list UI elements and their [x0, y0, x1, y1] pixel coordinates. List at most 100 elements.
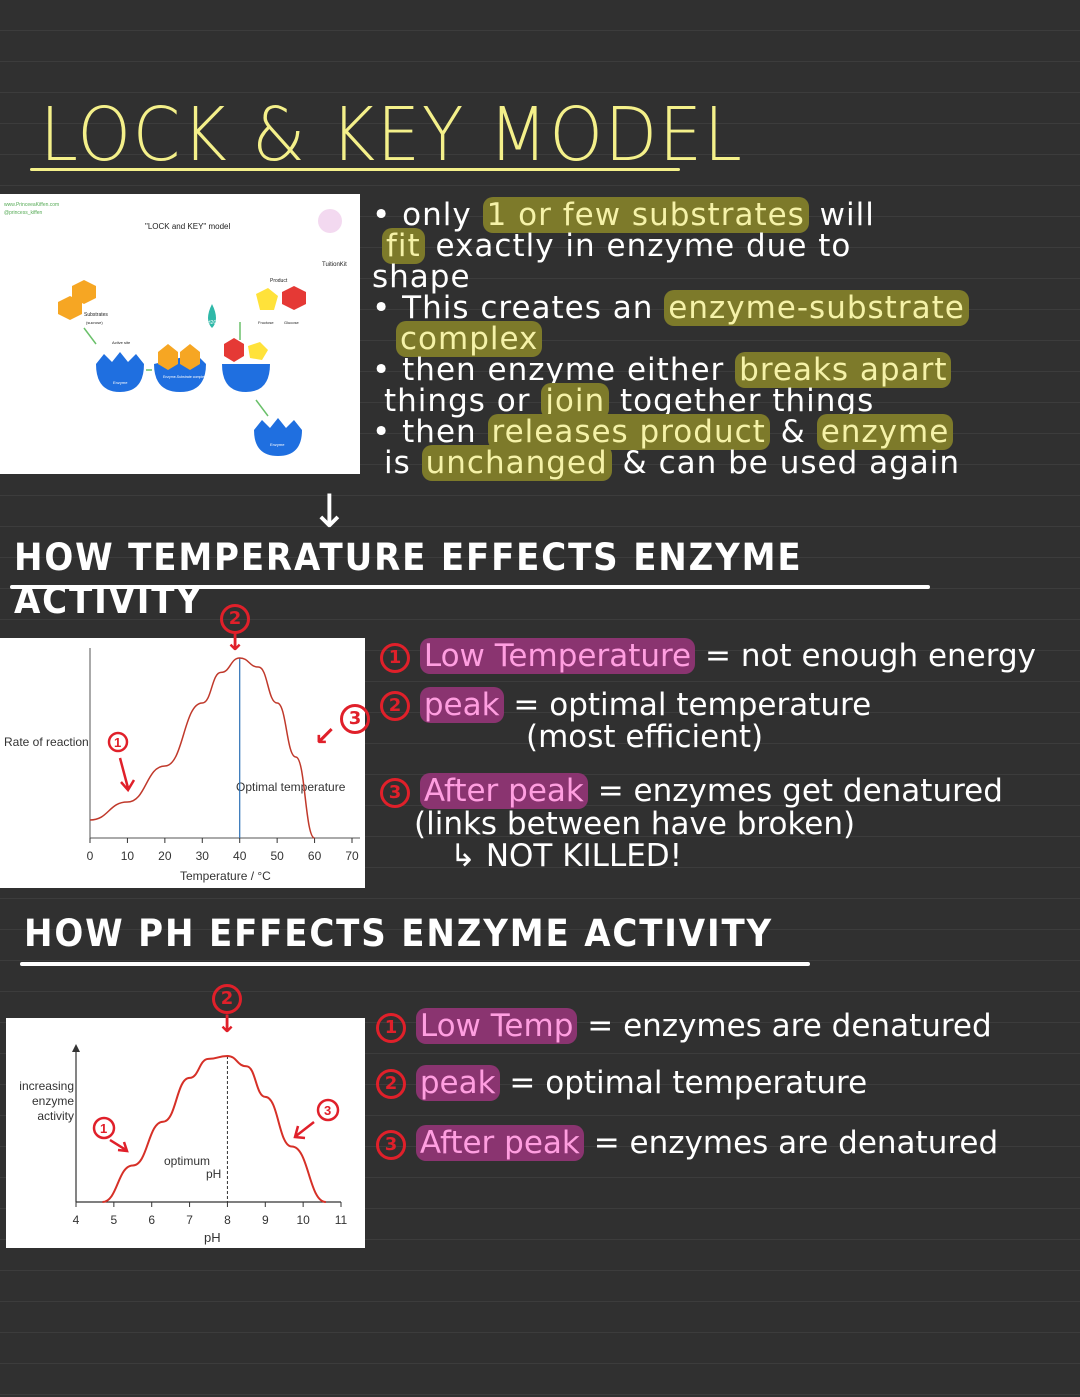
temp-ylabel: Rate of reaction — [4, 735, 89, 749]
x-tick-label: 6 — [148, 1213, 155, 1227]
x-tick-label: 10 — [296, 1213, 310, 1227]
enzyme-shape-1 — [96, 352, 144, 392]
watermark-url: www.PrinceeaKiffen.com — [4, 202, 59, 208]
enzyme-shape-2 — [222, 364, 270, 392]
note-line: 2 peak = optimal temperature — [380, 686, 1076, 723]
x-tick-label: 9 — [262, 1213, 269, 1227]
temperature-chart: Rate of reaction Temperature / °C Optima… — [0, 638, 365, 888]
marker-1-label: 1 — [114, 735, 121, 750]
substrate-shape-2 — [58, 296, 82, 320]
temp-annotation: Optimal temperature — [236, 780, 346, 794]
product-glucose-in-enzyme — [224, 338, 244, 362]
ph-marker-2: 2 — [212, 984, 242, 1014]
marker-3-label: 3 — [324, 1103, 331, 1118]
ph-annotation-2: pH — [206, 1167, 221, 1181]
x-tick-label: 7 — [186, 1213, 193, 1227]
page-title: LOCK & KEY MODEL — [40, 92, 744, 178]
ph-notes: 1 Low Temp = enzymes are denatured 2 pea… — [376, 1008, 1076, 1161]
ph-heading-underline — [20, 962, 810, 966]
ph-ylabel-1: increasing — [19, 1079, 74, 1093]
enzyme-shape-3 — [254, 418, 302, 456]
note-line: 3 After peak = enzymes are denatured — [376, 1125, 1076, 1161]
complex-substrate-1 — [158, 344, 178, 370]
substrates-label: Substrates — [84, 312, 108, 318]
product-label: Product — [270, 278, 288, 284]
ph-ylabel-2: enzyme — [32, 1094, 74, 1108]
note-line: fit exactly in enzyme due to — [372, 228, 1072, 264]
fructose-label: Fructose — [258, 320, 274, 325]
x-tick-label: 10 — [121, 849, 135, 863]
x-tick-label: 8 — [224, 1213, 231, 1227]
title-underline — [30, 168, 680, 171]
ph-series-line — [102, 1054, 327, 1203]
glucose-shape — [282, 286, 306, 310]
ph-annotation-1: optimum — [164, 1154, 210, 1168]
note-line: • then enzyme either breaks apart — [372, 352, 1072, 388]
arrow-down-icon: ↓ — [217, 1010, 238, 1038]
x-tick-label: 60 — [308, 849, 322, 863]
brand-logo: TuitionKit — [318, 209, 347, 268]
temperature-heading-underline — [10, 585, 930, 589]
note-line: things or join together things — [384, 383, 875, 419]
x-tick-label: 4 — [73, 1213, 80, 1227]
product-fructose-in-enzyme — [248, 342, 268, 360]
ph-ylabel-3: activity — [37, 1109, 74, 1123]
complex-label: Enzyme-Substrate complex — [163, 375, 206, 379]
marker-2-label: 2 — [220, 604, 250, 634]
marker-1-label: 1 — [100, 1121, 107, 1136]
note-line: • only 1 or few substrates will — [372, 197, 875, 233]
note-line: 1 Low Temperature = not enough energy — [380, 638, 1076, 674]
lock-key-notes: • only 1 or few substrates will fit exac… — [372, 197, 1072, 481]
x-tick-label: 11 — [335, 1213, 348, 1227]
temperature-heading: HOW TEMPERATURE EFFECTS ENZYME ACTIVITY — [14, 536, 803, 622]
enzyme-label-1: Enzyme — [113, 380, 128, 385]
substrates-sub: (sucrose) — [86, 320, 103, 325]
fructose-shape — [256, 288, 278, 310]
x-tick-label: 20 — [158, 849, 172, 863]
note-line: 1 Low Temp = enzymes are denatured — [376, 1008, 1076, 1044]
temp-xlabel: Temperature / °C — [180, 869, 271, 883]
note-line: 2 peak = optimal temperature — [376, 1064, 1076, 1101]
ph-chart: increasing enzyme activity pH optimum pH… — [6, 1018, 365, 1248]
arrow-down-icon — [118, 757, 136, 793]
lock-key-diagram: www.PrinceeaKiffen.com @princess_kiffen … — [0, 194, 360, 474]
marker-3-icon — [316, 1098, 340, 1122]
temperature-notes: 1 Low Temperature = not enough energy 2 … — [380, 638, 1076, 874]
arrow-down-icon: ↓ — [225, 628, 246, 656]
marker-1-icon — [92, 1116, 116, 1140]
x-tick-label: 70 — [345, 849, 359, 863]
note-line: (most efficient) — [526, 719, 764, 755]
temp-marker-3: 3 — [340, 704, 370, 734]
note-line: ↳ NOT KILLED! — [450, 837, 683, 874]
x-tick-label: 30 — [196, 849, 210, 863]
water-label: H2O — [207, 320, 217, 326]
diagram-caption: "LOCK and KEY" model — [145, 222, 231, 231]
arrow-icon — [109, 1138, 129, 1153]
note-line: 3 After peak = enzymes get denatured — [380, 773, 1076, 809]
note-line: • This creates an enzyme-substrate — [372, 290, 1072, 326]
note-line: (links between have broken) — [414, 805, 856, 842]
arrow-icon: ↙ — [314, 722, 336, 752]
marker-1-icon — [107, 731, 129, 753]
marker-2-label: 2 — [212, 984, 242, 1014]
x-tick-label: 40 — [233, 849, 247, 863]
x-tick-label: 50 — [270, 849, 284, 863]
complex-substrate-2 — [180, 344, 200, 370]
watermark-handle: @princess_kiffen — [4, 210, 43, 216]
glucose-label: Glucose — [284, 320, 299, 325]
down-arrow-icon: ↓ — [310, 484, 349, 538]
temp-marker-2: 2 — [220, 604, 250, 634]
arrow-icon — [293, 1121, 315, 1140]
water-drop-icon — [208, 304, 216, 328]
ph-y-axis-arrow-icon — [72, 1044, 80, 1052]
temp-series-line — [89, 657, 316, 839]
marker-3-label: 3 — [340, 704, 370, 734]
x-tick-label: 0 — [87, 849, 94, 863]
arrow-icon — [83, 327, 97, 345]
ph-xlabel: pH — [204, 1230, 221, 1245]
x-tick-label: 5 — [111, 1213, 118, 1227]
ph-heading: HOW PH EFFECTS ENZYME ACTIVITY — [24, 912, 774, 955]
active-site-label: Active site — [112, 340, 131, 345]
arrow-icon — [255, 399, 269, 417]
enzyme-label-3: Enzyme — [270, 442, 285, 447]
